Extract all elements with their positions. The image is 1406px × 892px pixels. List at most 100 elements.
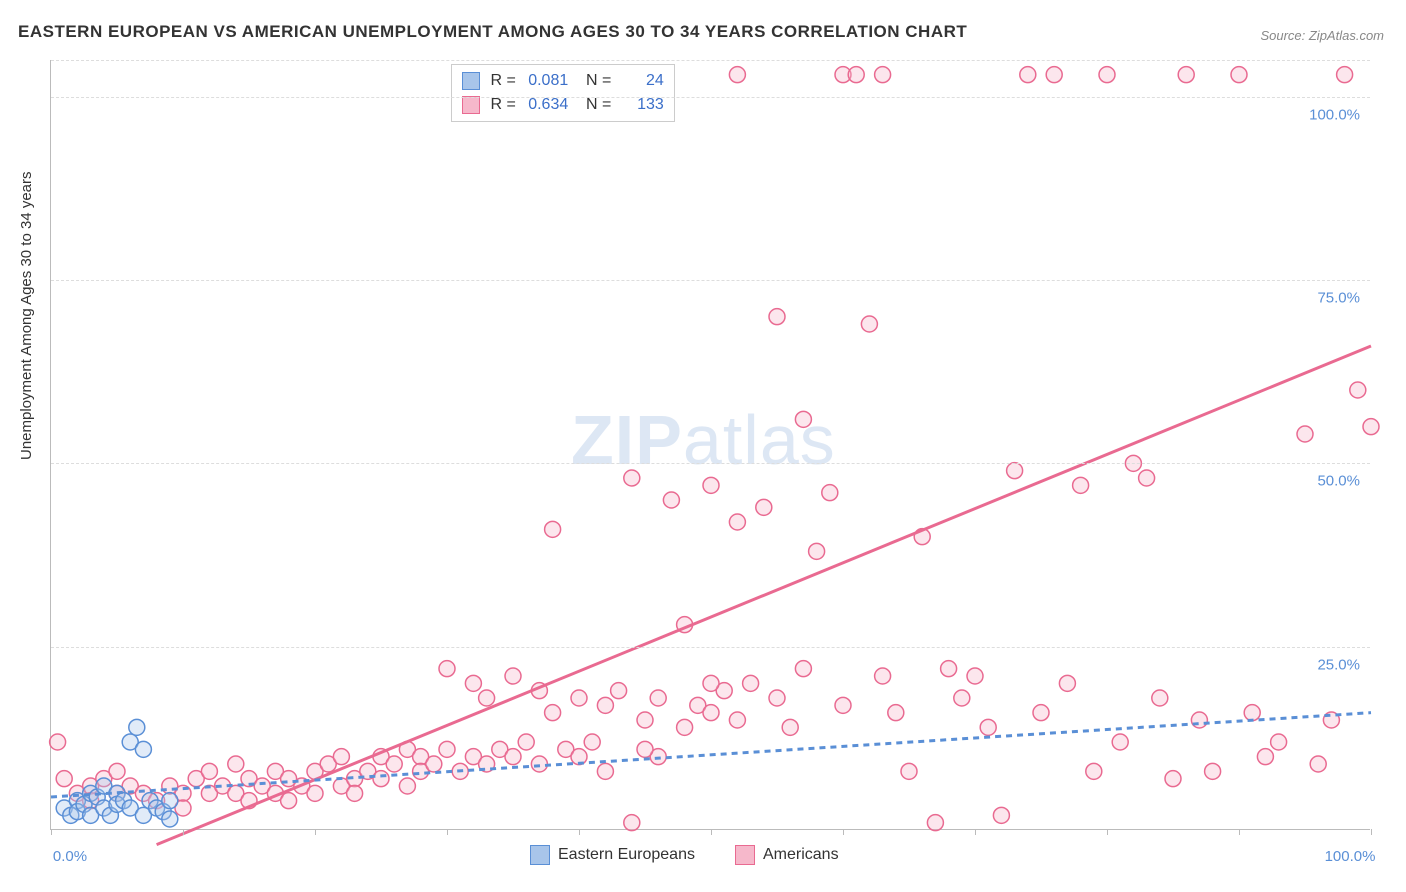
legend: Eastern Europeans Americans — [530, 845, 839, 865]
data-point — [399, 778, 415, 794]
data-point — [611, 683, 627, 699]
data-point — [584, 734, 600, 750]
y-tick-label: 75.0% — [1317, 290, 1360, 307]
data-point — [993, 807, 1009, 823]
x-axis-min-label: 0.0% — [53, 848, 87, 865]
data-point — [861, 316, 877, 332]
data-point — [50, 734, 66, 750]
data-point — [650, 690, 666, 706]
data-point — [135, 741, 151, 757]
data-point — [479, 690, 495, 706]
data-point — [1007, 463, 1023, 479]
data-point — [1231, 67, 1247, 83]
data-point — [624, 815, 640, 831]
gridline — [51, 463, 1370, 464]
gridline — [51, 60, 1370, 61]
data-point — [56, 771, 72, 787]
data-point — [347, 785, 363, 801]
data-point — [1086, 763, 1102, 779]
data-point — [729, 712, 745, 728]
data-point — [439, 741, 455, 757]
data-point — [201, 763, 217, 779]
data-point — [1310, 756, 1326, 772]
data-point — [505, 668, 521, 684]
data-point — [1112, 734, 1128, 750]
swatch-american — [462, 96, 480, 114]
data-point — [848, 67, 864, 83]
data-point — [782, 719, 798, 735]
x-tick — [579, 829, 580, 835]
data-point — [465, 675, 481, 691]
data-point — [941, 661, 957, 677]
data-point — [795, 411, 811, 427]
data-point — [835, 697, 851, 713]
data-point — [1350, 382, 1366, 398]
data-point — [1178, 67, 1194, 83]
x-tick — [843, 829, 844, 835]
gridline — [51, 647, 1370, 648]
trend-line — [157, 346, 1371, 845]
data-point — [769, 309, 785, 325]
r-label: R = — [490, 96, 515, 113]
data-point — [637, 712, 653, 728]
data-point — [703, 675, 719, 691]
data-point — [927, 815, 943, 831]
correlation-stats-box: R = 0.081 N = 24 R = 0.634 N = 133 — [451, 64, 675, 122]
data-point — [875, 67, 891, 83]
data-point — [129, 719, 145, 735]
data-point — [1244, 705, 1260, 721]
data-point — [901, 763, 917, 779]
n-label: N = — [586, 72, 611, 89]
data-point — [1297, 426, 1313, 442]
data-point — [1337, 67, 1353, 83]
legend-item-american: Americans — [735, 845, 839, 865]
chart-title: EASTERN EUROPEAN VS AMERICAN UNEMPLOYMEN… — [18, 22, 967, 42]
y-tick-label: 100.0% — [1309, 106, 1360, 123]
data-point — [386, 756, 402, 772]
scatter-plot: ZIPatlas R = 0.081 N = 24 R = 0.634 N = … — [50, 60, 1370, 830]
legend-label-american: Americans — [763, 846, 839, 863]
data-point — [597, 697, 613, 713]
data-point — [729, 514, 745, 530]
data-point — [809, 543, 825, 559]
gridline — [51, 280, 1370, 281]
data-point — [373, 771, 389, 787]
data-point — [1139, 470, 1155, 486]
plot-svg — [51, 60, 1371, 830]
data-point — [162, 793, 178, 809]
data-point — [756, 499, 772, 515]
eastern-r-value: 0.081 — [520, 69, 568, 93]
data-point — [1099, 67, 1115, 83]
r-label: R = — [490, 72, 515, 89]
eastern-n-value: 24 — [616, 69, 664, 93]
data-point — [743, 675, 759, 691]
data-point — [1046, 67, 1062, 83]
data-point — [1271, 734, 1287, 750]
data-point — [1020, 67, 1036, 83]
x-tick — [51, 829, 52, 835]
source-attribution: Source: ZipAtlas.com — [1260, 28, 1384, 43]
data-point — [967, 668, 983, 684]
data-point — [1033, 705, 1049, 721]
data-point — [1191, 712, 1207, 728]
data-point — [769, 690, 785, 706]
data-point — [729, 67, 745, 83]
n-label: N = — [586, 96, 611, 113]
data-point — [228, 756, 244, 772]
data-point — [980, 719, 996, 735]
x-tick — [1107, 829, 1108, 835]
data-point — [307, 785, 323, 801]
data-point — [162, 811, 178, 827]
data-point — [624, 470, 640, 486]
data-point — [1205, 763, 1221, 779]
legend-label-eastern: Eastern Europeans — [558, 846, 695, 863]
data-point — [545, 521, 561, 537]
data-point — [597, 763, 613, 779]
data-point — [703, 705, 719, 721]
data-point — [954, 690, 970, 706]
data-point — [1073, 477, 1089, 493]
y-tick-label: 50.0% — [1317, 473, 1360, 490]
data-point — [1165, 771, 1181, 787]
data-point — [571, 690, 587, 706]
x-tick — [711, 829, 712, 835]
